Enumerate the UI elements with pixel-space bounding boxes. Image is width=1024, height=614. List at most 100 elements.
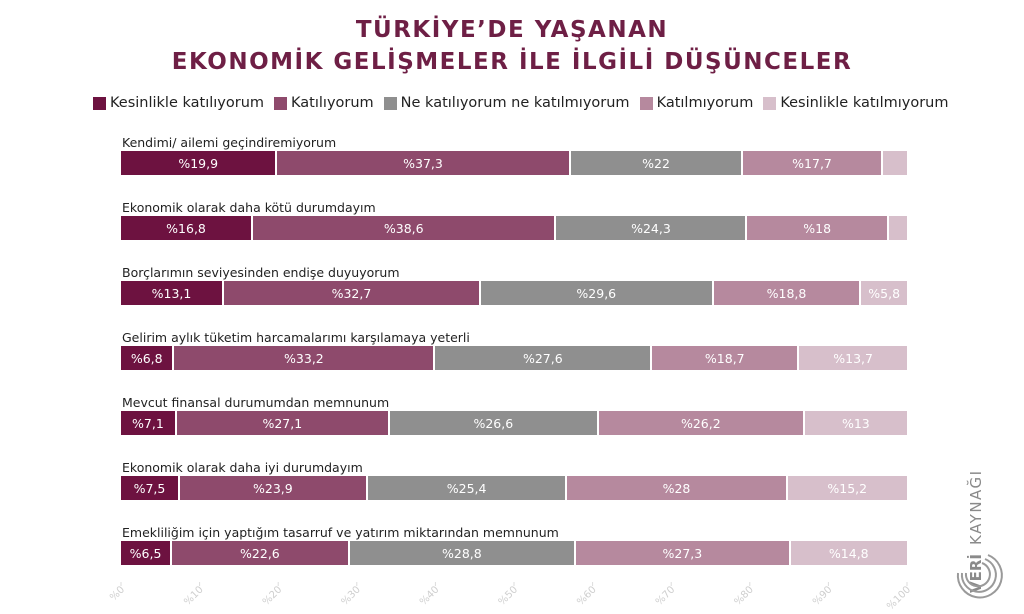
bar-segment: %24,3 <box>556 216 748 240</box>
bar-segment <box>888 216 907 240</box>
data-label: %28 <box>662 480 691 496</box>
x-tick-label: %50 <box>497 584 521 608</box>
stacked-bar: %16,8 %38,6 %24,3 %18 <box>121 216 907 240</box>
data-label: %23,9 <box>253 480 293 496</box>
x-axis: %0 %10 %20 %30 %40 %50 %60 %70 %80 %90 %100 <box>108 582 913 612</box>
bar-segment: %27,3 <box>576 541 791 565</box>
data-label: %13,7 <box>833 350 873 366</box>
stacked-bar: %7,1 %27,1 %26,6 %26,2 %13 <box>121 411 907 435</box>
x-tick-label: %30 <box>339 584 363 608</box>
bar-segment: %23,9 <box>179 476 368 500</box>
stacked-bar: %19,9 %37,3 %22 %17,7 <box>121 151 907 175</box>
legend-swatch <box>639 96 653 110</box>
bar-segment: %18 <box>747 216 889 240</box>
data-label: %15,2 <box>827 480 868 496</box>
x-tick-label: %60 <box>575 584 599 608</box>
bar-segment: %28,8 <box>349 541 577 565</box>
data-label: %28,8 <box>442 545 482 561</box>
bar-segment: %26,6 <box>389 411 599 435</box>
legend-label: Katılmıyorum <box>656 95 754 111</box>
legend-swatch <box>93 96 106 110</box>
legend-item: Ne katılıyorum ne katılmıyorum <box>383 95 630 111</box>
data-label: %32,7 <box>331 285 372 301</box>
legend: Kesinlikle katılıyorum Katılıyorum Ne katı… <box>93 95 948 111</box>
data-label: %22,6 <box>240 545 280 561</box>
x-tick-label: %70 <box>654 584 678 608</box>
bar-segment: %13,7 <box>799 346 907 370</box>
legend-label: Ne katılıyorum ne katılmıyorum <box>400 95 630 111</box>
stacked-bar: %6,8 %33,2 %27,6 %18,7 %13,7 <box>121 346 907 370</box>
data-label: %7,5 <box>133 480 166 496</box>
row-label: Mevcut finansal durumumdan memnunum <box>122 395 390 410</box>
bar-segment: %5,8 <box>861 281 907 305</box>
data-label: %19,9 <box>178 155 219 171</box>
bar-segment: %16,8 <box>121 216 254 240</box>
legend-item: Katılmıyorum <box>639 95 754 111</box>
data-label: %13,1 <box>151 285 192 301</box>
data-label: %18,8 <box>766 285 807 301</box>
bar-segment: %22 <box>570 151 744 175</box>
row-label: Kendimi/ ailemi geçindiremiyorum <box>122 135 337 150</box>
x-tick-label: %10 <box>182 584 206 608</box>
x-tick-label: %40 <box>418 584 442 608</box>
bar-segment: %7,5 <box>121 476 180 500</box>
bar-segment: %26,2 <box>598 411 805 435</box>
data-label: %17,7 <box>792 155 832 171</box>
bar-segment: %15,2 <box>787 476 907 500</box>
legend-item: Kesinlikle katılıyorum <box>93 95 264 111</box>
bar-segment: %7,1 <box>121 411 177 435</box>
data-label: %37,3 <box>403 155 443 171</box>
data-label: %22 <box>642 155 670 171</box>
x-tick-label: %80 <box>732 584 756 608</box>
brand-text-veri: VERİ <box>966 554 985 593</box>
bar-segment: %13,1 <box>121 281 224 305</box>
x-tick-label: %20 <box>261 584 285 608</box>
data-label: %5,8 <box>868 285 901 301</box>
legend-swatch <box>274 96 288 110</box>
bar-segment: %29,6 <box>480 281 714 305</box>
legend-label: Kesinlikle katılmıyorum <box>780 95 949 111</box>
data-label: %26,2 <box>680 415 721 431</box>
bar-segment: %37,3 <box>277 151 571 175</box>
data-label: %27,6 <box>522 350 563 366</box>
bar-segment: %17,7 <box>743 151 883 175</box>
legend-item: Kesinlikle katılmıyorum <box>763 95 948 111</box>
veri-kaynagi-logo: KAYNAĞI VERİ <box>956 469 1003 599</box>
legend-swatch <box>763 96 777 110</box>
bar-segment: %18,8 <box>713 281 862 305</box>
stacked-bar: %13,1 %32,7 %29,6 %18,8 %5,8 <box>121 281 907 305</box>
data-label: %14,8 <box>828 545 869 561</box>
data-label: %33,2 <box>284 350 324 366</box>
data-label: %27,1 <box>262 415 303 431</box>
bar-segment: %28 <box>567 476 788 500</box>
row-label: Gelirim aylık tüketim harcamalarımı karş… <box>122 330 470 345</box>
data-label: %38,6 <box>383 220 424 236</box>
data-label: %25,4 <box>446 480 487 496</box>
data-label: %29,6 <box>576 285 617 301</box>
legend-label: Kesinlikle katılıyorum <box>110 95 265 111</box>
stacked-bar: %7,5 %23,9 %25,4 %28 %15,2 <box>121 476 907 500</box>
row-label: Ekonomik olarak daha kötü durumdayım <box>122 200 376 215</box>
bar-segment: %6,5 <box>121 541 173 565</box>
chart-title-line-2: EKONOMİK GELİŞMELER İLE İLGİLİ DÜŞÜNCELE… <box>171 49 853 75</box>
data-label: %16,8 <box>166 220 206 236</box>
data-label: %18,7 <box>704 350 745 366</box>
bar-segment: %22,6 <box>172 541 350 565</box>
bar-segment: %27,1 <box>176 411 390 435</box>
bar-segment: %13 <box>804 411 907 435</box>
chart-title-line-1: TÜRKİYE’DE YAŞANAN <box>355 17 669 43</box>
stacked-bar: %6,5 %22,6 %28,8 %27,3 %14,8 <box>121 541 907 565</box>
row-label: Ekonomik olarak daha iyi durumdayım <box>122 460 363 475</box>
brand-arc-icon <box>956 554 1003 599</box>
legend-label: Katılıyorum <box>291 95 374 111</box>
bar-segment: %25,4 <box>367 476 568 500</box>
bar-segment: %18,7 <box>652 346 800 370</box>
data-label: %7,1 <box>132 415 164 431</box>
x-tick-label: %0 <box>108 584 127 603</box>
data-label: %6,8 <box>130 350 163 366</box>
data-label: %24,3 <box>631 220 671 236</box>
data-label: %26,6 <box>473 415 514 431</box>
data-label: %18 <box>803 220 832 236</box>
row-label: Borçlarımın seviyesinden endişe duyuyoru… <box>122 265 400 280</box>
bar-segment: %32,7 <box>223 281 481 305</box>
